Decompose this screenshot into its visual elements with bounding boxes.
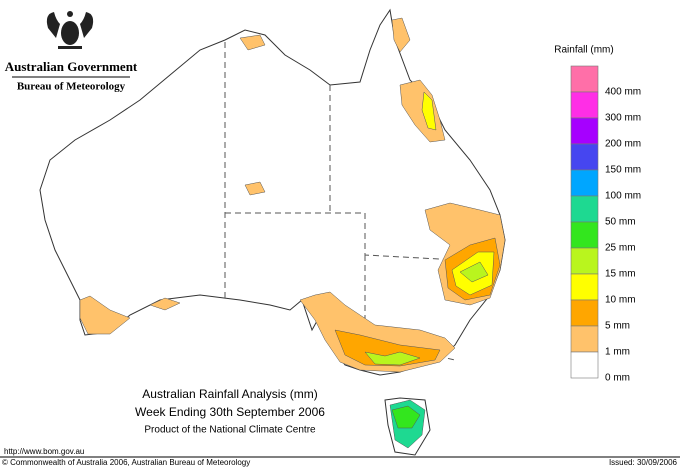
legend-swatch <box>570 169 599 197</box>
legend-label: 1 mm <box>605 347 630 358</box>
legend-label: 0 mm <box>605 373 630 384</box>
legend-label: 100 mm <box>605 191 641 202</box>
legend: 400 mm 300 mm 200 mm 150 mm 100 mm 50 mm 25 mm… <box>570 65 641 384</box>
legend-swatch <box>570 299 599 327</box>
legend-swatch <box>570 143 599 171</box>
map-title: Australian Rainfall Analysis (mm) <box>142 387 317 401</box>
legend-label: 10 mm <box>605 295 636 306</box>
legend-label: 25 mm <box>605 243 636 254</box>
copyright: © Commonwealth of Australia 2006, Austra… <box>2 458 250 467</box>
legend-label: 200 mm <box>605 139 641 150</box>
legend-label: 400 mm <box>605 87 641 98</box>
legend-swatch <box>570 65 599 93</box>
legend-label: 150 mm <box>605 165 641 176</box>
legend-label: 5 mm <box>605 321 630 332</box>
legend-swatch <box>570 325 599 353</box>
legend-swatch <box>570 117 599 145</box>
legend-swatch <box>570 195 599 223</box>
legend-label: 300 mm <box>605 113 641 124</box>
crest <box>46 11 94 49</box>
agency: Australian Government <box>5 59 138 74</box>
legend-swatch <box>570 351 599 379</box>
legend-swatch <box>570 221 599 249</box>
legend-title: Rainfall (mm) <box>554 45 613 56</box>
bureau: Bureau of Meteorology <box>17 81 126 93</box>
rainfall-areas <box>79 17 506 449</box>
issued: Issued: 30/09/2006 <box>609 458 678 467</box>
url: http://www.bom.gov.au <box>4 447 84 456</box>
legend-swatch <box>570 247 599 275</box>
legend-swatch <box>570 273 599 301</box>
legend-label: 50 mm <box>605 217 636 228</box>
map-product: Product of the National Climate Centre <box>144 425 316 436</box>
map-period: Week Ending 30th September 2006 <box>135 405 325 419</box>
map <box>39 8 506 456</box>
legend-label: 15 mm <box>605 269 636 280</box>
legend-swatch <box>570 91 599 119</box>
